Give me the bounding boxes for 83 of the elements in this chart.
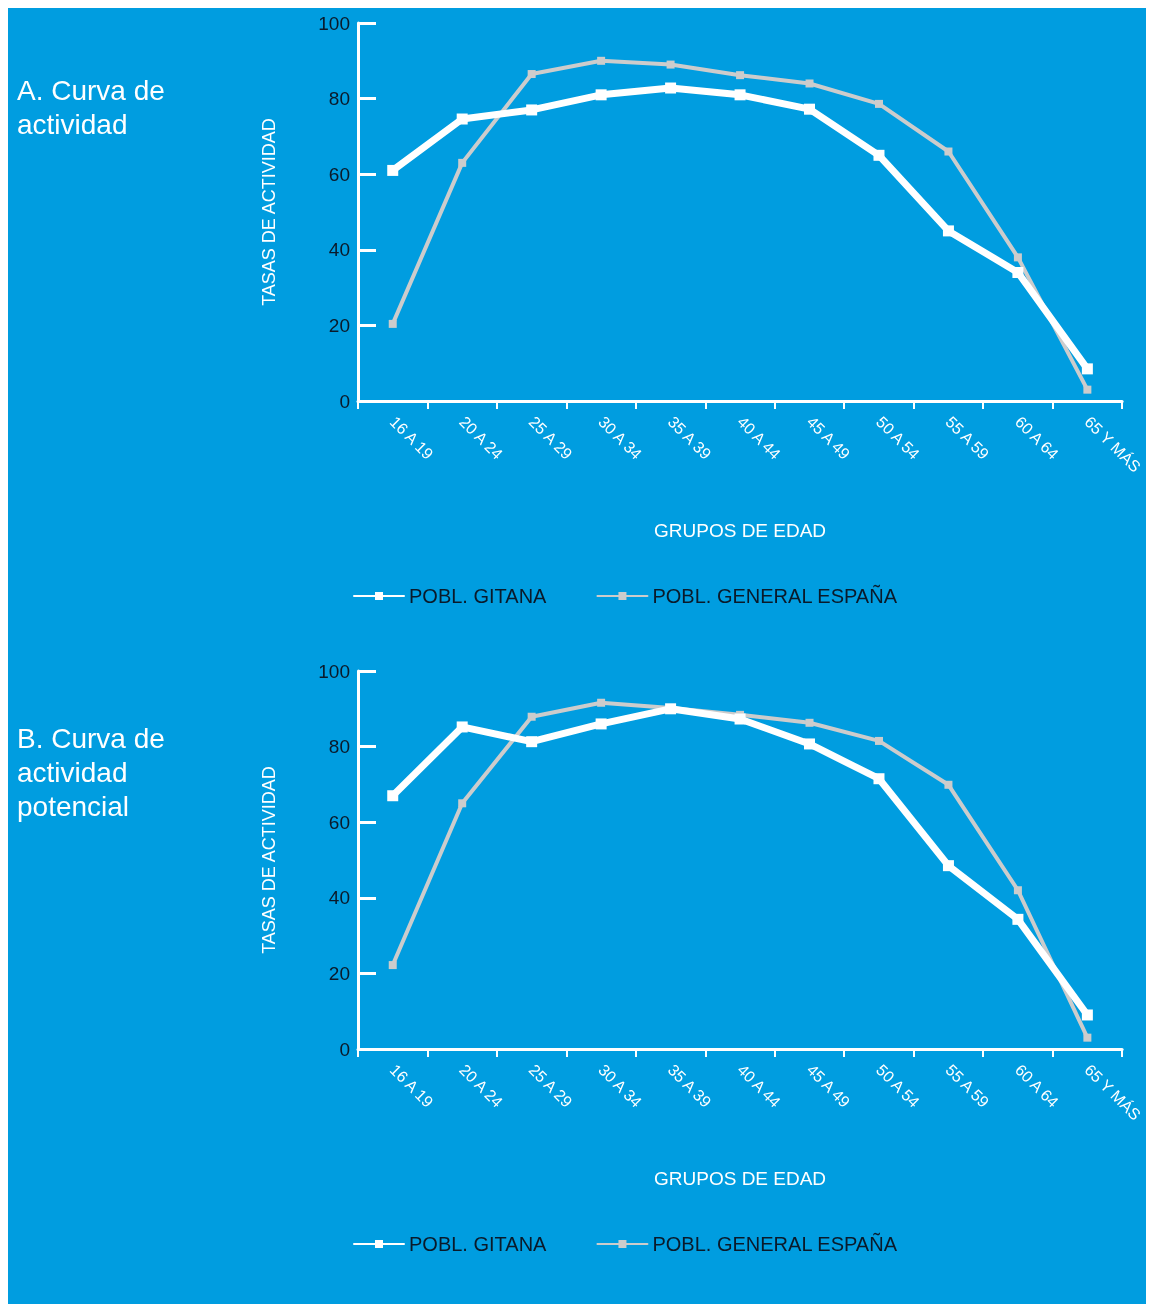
x-tick-label: 60 A 64 — [1011, 1060, 1062, 1111]
point — [804, 738, 816, 750]
point — [1083, 1033, 1092, 1042]
point — [597, 56, 606, 65]
y-tick-label: 20 — [328, 314, 350, 336]
point — [804, 103, 816, 115]
y-tick-label: 40 — [328, 887, 350, 909]
y-tick-label: 20 — [328, 962, 350, 984]
x-tick-label: 30 A 34 — [595, 1060, 645, 1111]
point — [1012, 913, 1024, 925]
x-tick-label: 25 A 29 — [525, 1060, 576, 1111]
x-tick-label: 60 A 64 — [1011, 412, 1062, 463]
y-tick-label: 100 — [318, 660, 350, 682]
point — [805, 79, 814, 88]
point — [597, 698, 606, 707]
point — [595, 718, 607, 730]
point — [1081, 363, 1093, 375]
x-tick-label: 30 A 34 — [595, 412, 645, 463]
y-tick-label: 0 — [339, 1038, 350, 1060]
y-tick-label: 60 — [328, 811, 350, 833]
legend-label: POBL. GITANA — [409, 1233, 548, 1255]
x-tick-label: 45 A 49 — [803, 412, 854, 463]
point — [387, 164, 399, 176]
point — [388, 961, 397, 970]
point — [734, 89, 746, 101]
text: A. Curva de actividad — [17, 74, 165, 140]
point — [1012, 266, 1024, 278]
y-tick-label: 0 — [339, 390, 350, 412]
y-tick-label: 40 — [328, 239, 350, 261]
point — [595, 89, 607, 101]
point — [736, 71, 745, 80]
x-tick-label: 50 A 54 — [872, 1060, 923, 1111]
y-tick-label: 80 — [328, 88, 350, 110]
point — [1013, 253, 1022, 262]
y-axis-title: TASAS DE ACTIVIDAD — [259, 118, 279, 306]
x-tick-label: 20 A 24 — [456, 1060, 506, 1111]
point — [873, 149, 885, 161]
x-tick-label: 40 A 44 — [734, 412, 784, 463]
point — [527, 712, 536, 721]
point — [944, 780, 953, 789]
point — [805, 718, 814, 727]
y-axis-title: TASAS DE ACTIVIDAD — [259, 766, 279, 954]
x-tick-label: 20 A 24 — [456, 412, 506, 463]
point — [527, 70, 536, 79]
x-tick-label: 16 A 19 — [386, 412, 437, 463]
point — [873, 773, 885, 785]
point — [942, 860, 954, 872]
x-tick-label: 25 A 29 — [525, 412, 576, 463]
x-tick-label: 40 A 44 — [734, 1060, 784, 1111]
x-tick-label: 35 A 39 — [664, 1060, 715, 1111]
point — [388, 319, 397, 328]
point — [874, 99, 883, 108]
point — [665, 82, 677, 94]
point — [1081, 1009, 1093, 1021]
x-tick-label: 16 A 19 — [386, 1060, 437, 1111]
point — [458, 799, 467, 808]
point — [734, 713, 746, 725]
x-tick-label: 35 A 39 — [664, 412, 715, 463]
point — [387, 790, 399, 802]
point — [944, 147, 953, 156]
point — [526, 736, 538, 748]
point — [942, 225, 954, 237]
y-tick-label: 100 — [318, 12, 350, 34]
legend-label: POBL. GENERAL ESPAÑA — [652, 584, 898, 607]
point — [526, 104, 538, 116]
point — [1013, 886, 1022, 895]
point — [458, 158, 467, 167]
legend-label: POBL. GITANA — [409, 585, 548, 607]
x-tick-label: 55 A 59 — [942, 1060, 993, 1111]
point — [456, 721, 468, 733]
x-tick-label: 45 A 49 — [803, 1060, 854, 1111]
y-tick-label: 60 — [328, 163, 350, 185]
point — [666, 60, 675, 69]
point — [456, 113, 468, 125]
point — [1083, 385, 1092, 394]
text: B. Curva de actividad potencial — [17, 722, 165, 822]
x-tick-label: 55 A 59 — [942, 412, 993, 463]
point — [874, 736, 883, 745]
x-axis-title: GRUPOS DE EDAD — [654, 520, 827, 541]
x-tick-label: 50 A 54 — [872, 412, 923, 463]
y-tick-label: 80 — [328, 736, 350, 758]
legend-label: POBL. GENERAL ESPAÑA — [652, 1232, 898, 1255]
x-axis-title: GRUPOS DE EDAD — [654, 1168, 827, 1189]
